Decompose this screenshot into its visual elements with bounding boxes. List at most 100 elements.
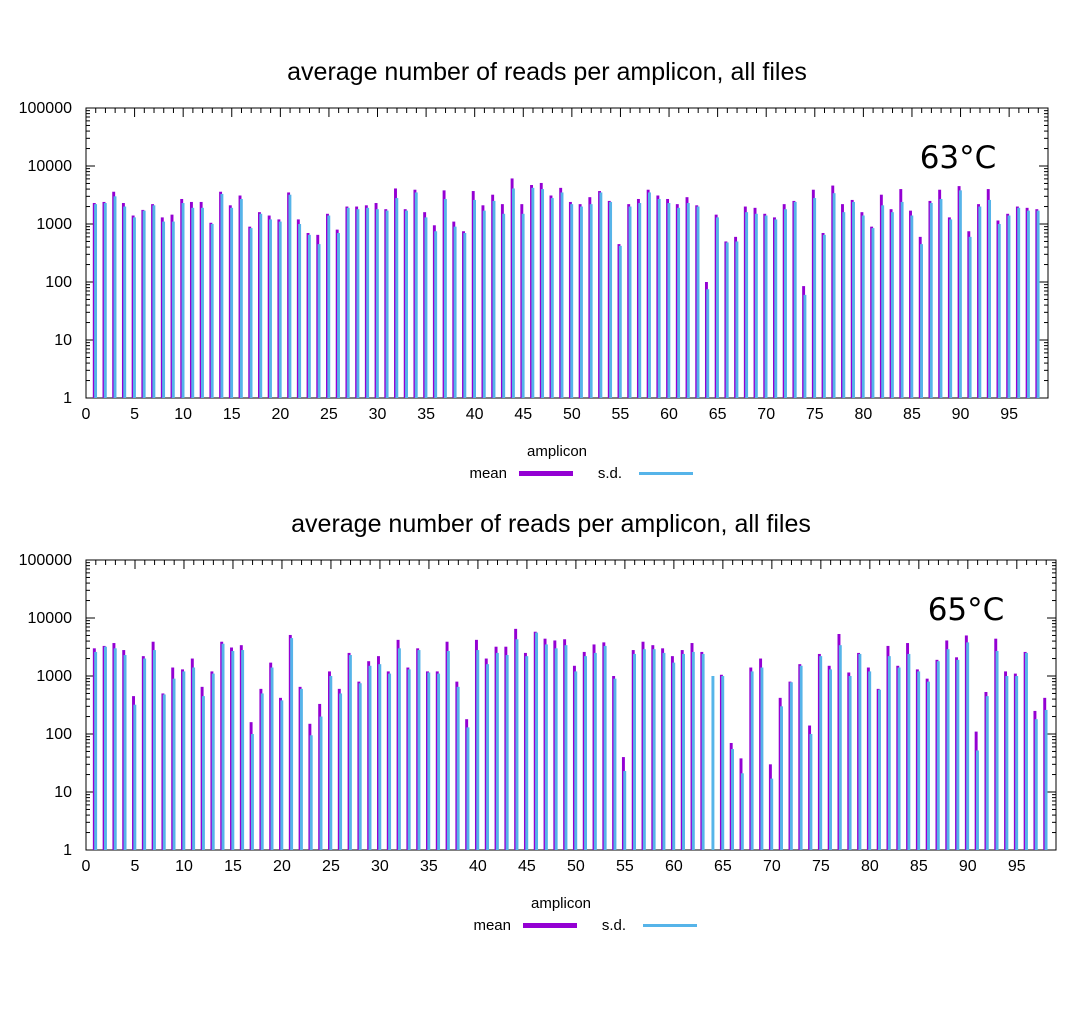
legend-mean-swatch	[519, 471, 573, 476]
x-tick-label: 95	[1008, 858, 1026, 875]
sd-bar	[701, 653, 705, 850]
sd-bar	[515, 639, 519, 850]
legend-sd-swatch	[643, 924, 697, 927]
x-tick-label: 5	[130, 406, 139, 423]
sd-bar	[740, 773, 744, 850]
x-tick-label: 75	[806, 406, 824, 423]
sd-bar	[570, 204, 574, 398]
sd-bar	[417, 650, 421, 850]
chart-title: average number of reads per amplicon, al…	[291, 510, 811, 538]
sd-bar	[424, 217, 428, 398]
y-tick-label: 100000	[19, 552, 72, 569]
sd-bar	[716, 217, 719, 398]
sd-bar	[346, 207, 350, 398]
x-tick-label: 35	[417, 406, 435, 423]
sd-bar	[358, 683, 362, 850]
sd-bar	[298, 224, 302, 398]
legend-sd-swatch	[639, 472, 693, 475]
x-tick-label: 50	[567, 858, 585, 875]
sd-bar	[682, 653, 685, 850]
chart-65c-svg: average number of reads per amplicon, al…	[19, 510, 1057, 934]
sd-bar	[725, 242, 729, 398]
y-tick-label: 10000	[28, 158, 73, 175]
sd-bar	[375, 209, 379, 398]
sd-bar	[907, 653, 911, 850]
sd-bar	[609, 201, 613, 398]
x-tick-label: 40	[466, 406, 484, 423]
sd-bar	[473, 199, 476, 398]
sd-bar	[502, 213, 506, 398]
sd-bar	[525, 656, 529, 850]
x-tick-label: 65	[709, 406, 727, 423]
sd-bar	[966, 642, 970, 850]
sd-bar	[241, 650, 245, 850]
x-tick-label: 60	[660, 406, 678, 423]
sd-bar	[784, 209, 787, 398]
sd-bar	[482, 210, 486, 398]
sd-bar	[123, 655, 127, 850]
sd-bar	[832, 193, 836, 398]
sd-bar	[319, 716, 323, 850]
sd-bar	[721, 676, 725, 850]
x-tick-label: 30	[371, 858, 389, 875]
sd-bar	[657, 198, 661, 398]
sd-bar	[337, 232, 340, 398]
sd-bar	[633, 653, 637, 850]
sd-bar	[868, 671, 872, 850]
y-tick-label: 10000	[28, 610, 73, 627]
sd-bar	[936, 661, 940, 850]
sd-bar	[511, 188, 515, 398]
sd-bar	[307, 234, 311, 398]
sd-bar	[94, 204, 98, 398]
sd-bar	[927, 681, 930, 850]
y-tick-label: 100000	[19, 100, 72, 117]
sd-bar	[696, 206, 700, 398]
sd-bar	[686, 203, 690, 398]
sd-bar	[181, 203, 185, 398]
sd-bar	[564, 645, 568, 850]
sd-bar	[231, 650, 235, 850]
x-tick-label: 35	[420, 858, 438, 875]
x-tick-label: 70	[757, 406, 775, 423]
x-tick-label: 45	[518, 858, 536, 875]
sd-bar	[544, 644, 548, 850]
sd-bar	[735, 241, 739, 398]
x-tick-label: 15	[224, 858, 242, 875]
x-tick-label: 40	[469, 858, 487, 875]
sd-bar	[939, 198, 943, 398]
sd-bar	[579, 206, 583, 398]
sd-bar	[770, 778, 774, 850]
x-tick-label: 20	[271, 406, 289, 423]
sd-bar	[162, 221, 166, 398]
sd-bar	[171, 221, 175, 398]
sd-bar	[995, 650, 999, 850]
sd-bar	[541, 189, 545, 398]
sd-bar	[250, 734, 254, 850]
sd-bar	[299, 688, 303, 850]
sd-bar	[327, 215, 331, 398]
sd-bar	[985, 696, 989, 850]
sd-bar	[123, 206, 127, 398]
sd-bar	[221, 643, 225, 850]
sd-bar	[978, 206, 982, 398]
y-tick-label: 1	[63, 390, 72, 407]
sd-bar	[437, 673, 441, 850]
sd-bar	[887, 656, 891, 850]
x-tick-label: 85	[910, 858, 928, 875]
sd-bar	[878, 689, 881, 850]
sd-bar	[550, 198, 554, 398]
sd-bar	[388, 673, 392, 850]
sd-bar	[103, 646, 107, 850]
sd-bar	[764, 215, 768, 398]
sd-bar	[822, 234, 826, 398]
sd-bar	[397, 648, 401, 850]
sd-bar	[103, 203, 107, 398]
sd-bar	[910, 215, 914, 398]
sd-bar	[584, 656, 588, 850]
sd-bar	[162, 694, 166, 850]
sd-bar	[94, 651, 98, 850]
sd-bar	[920, 244, 923, 398]
x-tick-label: 85	[903, 406, 921, 423]
plot-frame	[85, 107, 1049, 399]
sd-bar	[968, 236, 972, 398]
